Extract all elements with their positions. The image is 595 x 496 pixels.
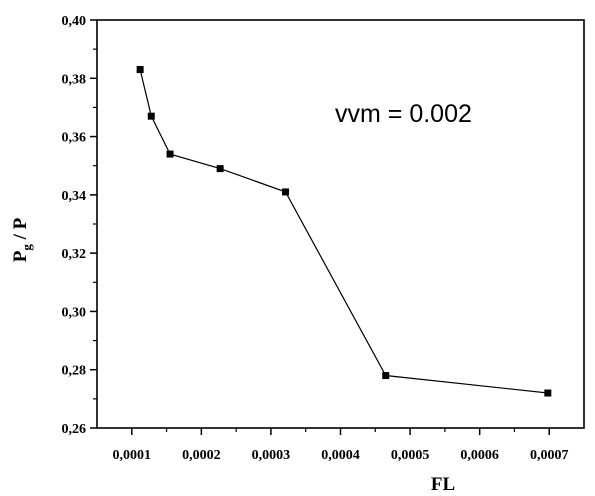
data-point-marker [216, 165, 224, 173]
data-point-marker [282, 188, 290, 196]
x-axis-title: FL [431, 474, 455, 495]
x-tick-label: 0,0005 [391, 448, 430, 463]
y-tick-label: 0,34 [62, 189, 87, 204]
x-tick-label: 0,0006 [460, 448, 499, 463]
x-tick-label: 0,0007 [530, 448, 569, 463]
y-axis-title-sub: g [19, 244, 34, 251]
data-point-marker [147, 112, 155, 120]
y-tick-label: 0,38 [62, 72, 87, 87]
y-tick-label: 0,32 [62, 247, 87, 262]
y-tick-label: 0,40 [62, 14, 87, 29]
data-point-marker [136, 66, 144, 74]
x-tick-label: 0,0003 [252, 448, 291, 463]
y-axis-title: Pg / P [10, 217, 34, 262]
data-point-marker [166, 150, 174, 158]
y-axis-title-rest: / P [10, 217, 31, 244]
x-tick-label: 0,0002 [182, 448, 221, 463]
y-tick-label: 0,26 [62, 422, 87, 437]
plot-frame [96, 19, 585, 429]
data-point-marker [382, 372, 390, 380]
y-tick-label: 0,36 [62, 131, 87, 146]
data-point-marker [544, 389, 552, 397]
series-layer [136, 66, 552, 397]
x-axis-ticks: 0,0001 0,0002 0,0003 0,0004 0,0005 0,0006 0,00… [113, 428, 569, 463]
y-tick-label: 0,28 [62, 364, 87, 379]
y-axis-ticks: 0,26 0,28 0,30 0,32 0,34 0,36 0,38 0,40 [62, 14, 97, 437]
annotation-label: vvm = 0.002 [335, 100, 472, 128]
x-tick-label: 0,0001 [113, 448, 152, 463]
y-axis-title-main: P [10, 250, 31, 262]
y-tick-label: 0,30 [62, 305, 87, 320]
x-tick-label: 0,0004 [321, 448, 360, 463]
